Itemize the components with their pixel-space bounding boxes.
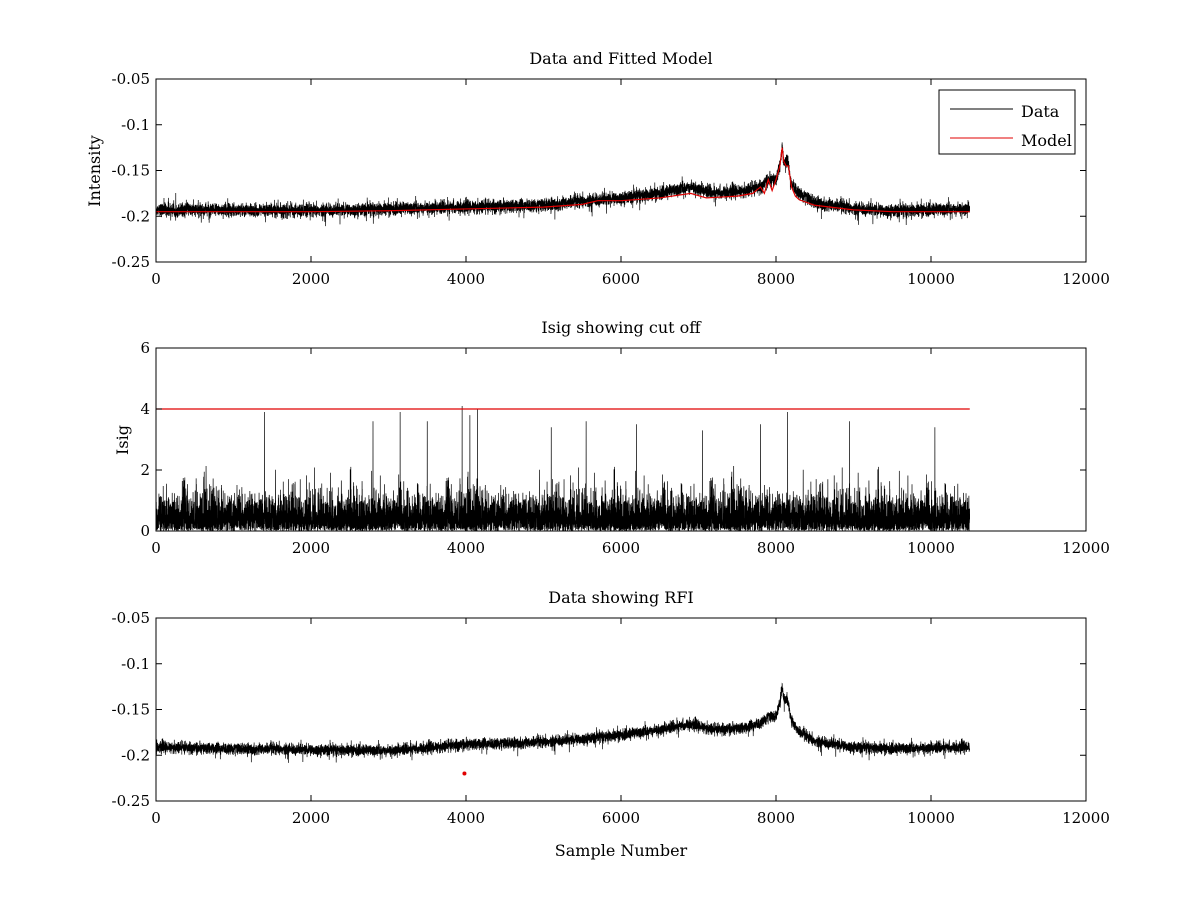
y-axis-label: Intensity	[85, 135, 104, 207]
y-tick-label: -0.2	[121, 207, 150, 225]
x-axis-label: Sample Number	[555, 841, 688, 860]
axes-frame	[155, 617, 1087, 802]
series-line-data	[156, 142, 971, 227]
legend-label-model: Model	[1021, 131, 1072, 150]
y-tick-label: -0.25	[112, 792, 150, 810]
series-line-data	[156, 682, 971, 763]
axes-frame	[155, 347, 1087, 532]
y-tick-label: -0.05	[112, 609, 150, 627]
panel-data-showing-rfi: Data showing RFI Sample Number 0 2000 4000…	[112, 588, 1110, 860]
legend-box	[938, 89, 1076, 155]
x-tick-label: 0	[151, 809, 161, 827]
axis-ticks: 0 2000 4000 6000 8000 10000 12000 0 2 4 6	[140, 339, 1109, 557]
y-tick-label: -0.25	[112, 253, 150, 271]
axes-frame	[155, 78, 1087, 263]
x-tick-label: 10000	[907, 270, 955, 288]
series-layer	[156, 142, 971, 227]
y-tick-label: -0.15	[112, 162, 150, 180]
y-tick-label: 6	[140, 339, 150, 357]
x-tick-label: 8000	[757, 809, 795, 827]
series-layer	[156, 405, 971, 531]
x-tick-label: 6000	[602, 270, 640, 288]
y-tick-label: 2	[140, 461, 150, 479]
y-axis-label: Isig	[113, 425, 132, 455]
legend: Data Model	[938, 89, 1076, 155]
x-tick-label: 2000	[292, 539, 330, 557]
x-tick-label: 8000	[757, 270, 795, 288]
x-tick-label: 12000	[1062, 270, 1110, 288]
rfi-marker	[462, 771, 467, 776]
series-layer	[156, 682, 971, 776]
x-tick-label: 2000	[292, 809, 330, 827]
panel-isig-showing-cut-off: Isig showing cut off Isig 0 2000 4000 6000 8…	[113, 318, 1110, 557]
x-tick-label: 6000	[602, 809, 640, 827]
y-tick-label: -0.1	[121, 655, 150, 673]
chart-title: Data and Fitted Model	[529, 49, 712, 68]
x-tick-label: 8000	[757, 539, 795, 557]
y-tick-label: -0.15	[112, 701, 150, 719]
axis-ticks: 0 2000 4000 6000 8000 10000 12000 -0.25 -0.2 -0.1…	[112, 70, 1110, 288]
x-tick-label: 4000	[447, 270, 485, 288]
x-tick-label: 4000	[447, 539, 485, 557]
x-tick-label: 12000	[1062, 809, 1110, 827]
series-line-model	[156, 147, 970, 213]
y-tick-label: 0	[140, 522, 150, 540]
x-tick-label: 10000	[907, 539, 955, 557]
x-tick-label: 6000	[602, 539, 640, 557]
x-tick-label: 10000	[907, 809, 955, 827]
x-tick-label: 12000	[1062, 539, 1110, 557]
panel-data-and-fitted-model: Data and Fitted Model Intensity 0 2000 400…	[85, 49, 1110, 288]
y-tick-label: -0.05	[112, 70, 150, 88]
axis-ticks: 0 2000 4000 6000 8000 10000 12000 -0.25 -0.2 -0.1…	[112, 609, 1110, 827]
y-tick-label: -0.1	[121, 116, 150, 134]
x-tick-label: 0	[151, 270, 161, 288]
x-tick-label: 0	[151, 539, 161, 557]
series-line-isig	[156, 405, 971, 531]
chart-title: Isig showing cut off	[541, 318, 702, 337]
x-tick-label: 2000	[292, 270, 330, 288]
y-tick-label: 4	[140, 400, 150, 418]
legend-label-data: Data	[1021, 102, 1060, 121]
chart-title: Data showing RFI	[548, 588, 693, 607]
y-tick-label: -0.2	[121, 746, 150, 764]
x-tick-label: 4000	[447, 809, 485, 827]
